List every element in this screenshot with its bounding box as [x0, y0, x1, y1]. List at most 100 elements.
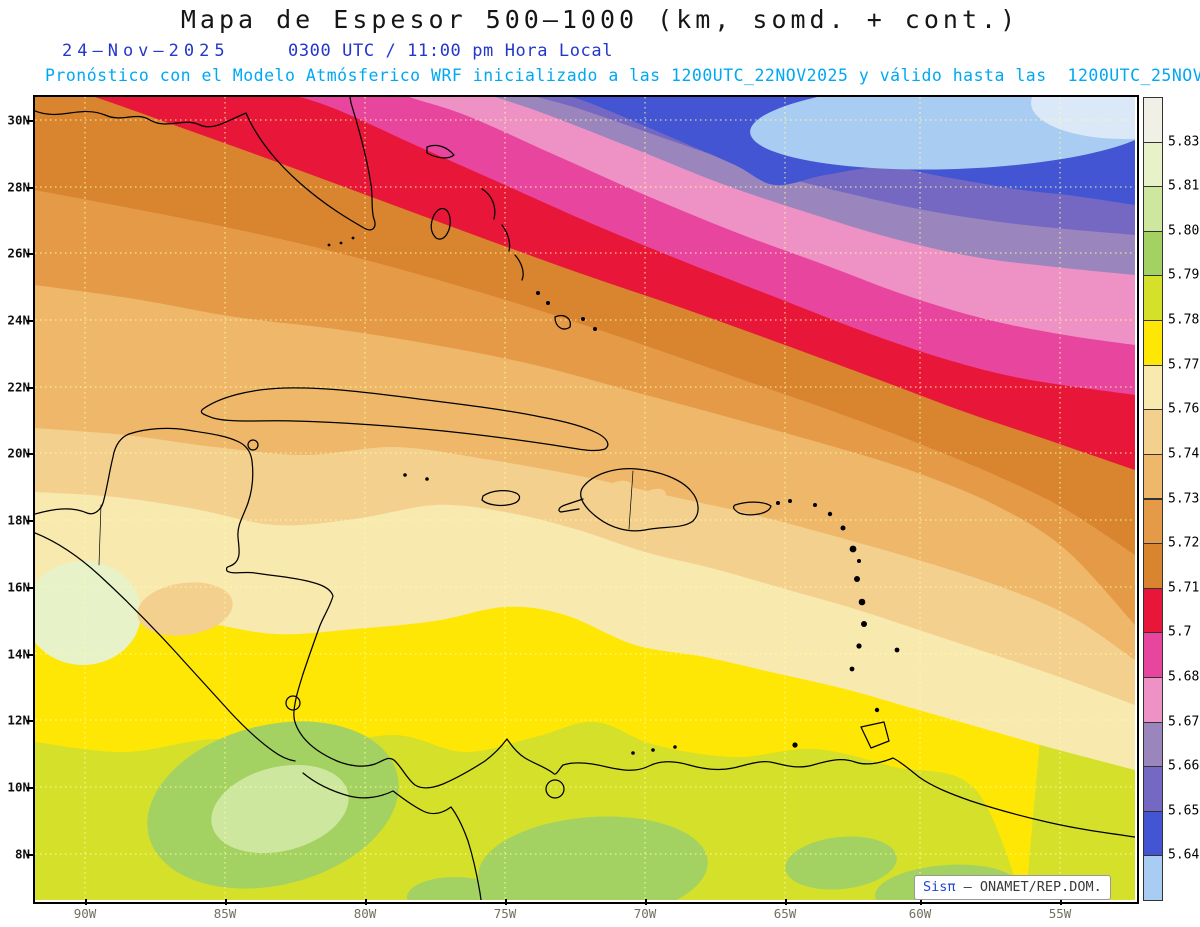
legend-box-cream — [1143, 364, 1163, 411]
patch-green — [785, 836, 897, 890]
border-guatemala — [98, 504, 102, 566]
legend-value: 5.712 — [1168, 580, 1200, 596]
antilles-island-icon — [813, 503, 817, 507]
valid-time: 0300 UTC / 11:00 pm Hora Local — [288, 41, 614, 61]
lat-label: 24N — [7, 312, 30, 328]
legend-box-light-green — [1143, 186, 1163, 232]
legend-value: 5.748 — [1168, 446, 1200, 462]
legend-value: 5.807 — [1168, 223, 1200, 239]
legend-value: 5.7 — [1168, 624, 1192, 640]
page-title: Mapa de Espesor 500–1000 (km, somd. + co… — [180, 5, 1020, 34]
legend-box-light-blue — [1143, 855, 1163, 901]
lon-tick — [645, 899, 647, 905]
coastline-trinidad — [860, 721, 890, 749]
coastline-central-america — [35, 427, 1135, 838]
lat-label: 22N — [7, 379, 30, 395]
patch-tan — [137, 582, 233, 636]
patch-tan — [607, 480, 633, 496]
margarita-icon — [792, 742, 798, 748]
lat-label: 16N — [7, 579, 30, 595]
lat-tick — [27, 320, 34, 322]
antilles-island-icon — [840, 525, 846, 531]
legend-box-yellow-green — [1143, 275, 1163, 322]
abc-island-icon — [673, 745, 677, 749]
coastline-gulf-florida — [35, 97, 376, 231]
lon-tick — [1060, 899, 1062, 905]
patch-green — [407, 877, 503, 900]
lake-maracaibo-icon — [545, 779, 565, 799]
lon-label: 75W — [493, 906, 517, 921]
lat-tick — [27, 720, 34, 722]
virgin-islands-icon — [788, 499, 792, 503]
lon-label: 65W — [773, 906, 797, 921]
legend-box-yellow — [1143, 320, 1163, 366]
lat-tick — [27, 854, 34, 856]
lon-label: 80W — [353, 906, 377, 921]
lat-tick — [27, 120, 34, 122]
legend-box-dark-orange — [1143, 543, 1163, 589]
dominica-icon — [854, 576, 860, 582]
st-vincent-icon — [856, 643, 862, 649]
legend-box-pale-green — [1143, 141, 1163, 188]
legend-box-blue-purple — [1143, 766, 1163, 812]
florida-keys-icon — [339, 241, 343, 245]
legend-value: 5.819 — [1168, 178, 1200, 194]
valid-date: 24–Nov–2025 — [62, 41, 230, 61]
legend-box-pink — [1143, 676, 1163, 723]
legend-value: 5.736 — [1168, 491, 1200, 506]
lat-label: 28N — [7, 179, 30, 195]
lon-label: 60W — [908, 906, 932, 921]
legend-value: 5.664 — [1168, 758, 1200, 774]
legend-box-green — [1143, 230, 1163, 277]
lat-label: 10N — [7, 779, 30, 795]
credit-badge: Sisπ – ONAMET/REP.DOM. — [914, 875, 1111, 900]
bahamas-cay-icon — [536, 291, 540, 295]
turks-icon — [593, 327, 597, 331]
abc-island-icon — [631, 751, 635, 755]
legend-box-purple — [1143, 721, 1163, 768]
st-lucia-icon — [861, 621, 867, 627]
lon-label: 70W — [633, 906, 657, 921]
lat-label: 30N — [7, 112, 30, 128]
caicos-icon — [581, 317, 585, 321]
lat-tick — [27, 587, 34, 589]
lat-label: 18N — [7, 512, 30, 528]
lat-tick — [27, 654, 34, 656]
border-hispaniola — [628, 470, 634, 530]
thickness-bands — [35, 97, 1135, 900]
legend-value: 5.76 — [1168, 401, 1200, 417]
coastline-grand-bahama — [426, 144, 455, 159]
martinique-icon — [858, 598, 866, 606]
lon-tick — [920, 899, 922, 905]
coastline-hispaniola — [580, 468, 699, 532]
lon-label: 85W — [213, 906, 237, 921]
isla-juventud-icon — [247, 439, 259, 451]
lon-tick — [365, 899, 367, 905]
patch-pale_corner — [1031, 97, 1135, 139]
coastline-andros — [430, 208, 451, 240]
coastline-long-island — [514, 254, 524, 281]
lat-label: 12N — [7, 712, 30, 728]
legend-value: 5.652 — [1168, 803, 1200, 819]
lon-tick — [85, 899, 87, 905]
lat-tick — [27, 453, 34, 455]
patch-green — [478, 816, 708, 900]
antilles-island-icon — [857, 559, 861, 563]
legend-box-orange — [1143, 498, 1163, 545]
cayman-icon — [425, 477, 429, 481]
coastline-puerto-rico — [733, 501, 772, 516]
coastline-pacific — [35, 532, 482, 900]
legend-value: 5.64 — [1168, 847, 1200, 863]
coastline-eleuthera — [481, 188, 496, 220]
legend-box-red — [1143, 587, 1163, 634]
florida-keys-icon — [327, 243, 331, 247]
bahamas-cay-icon — [546, 301, 550, 305]
lat-label: 8N — [14, 846, 30, 862]
lat-label: 26N — [7, 245, 30, 261]
lon-tick — [785, 899, 787, 905]
guadeloupe-icon — [849, 545, 857, 553]
gridlines — [35, 97, 1135, 900]
lat-tick — [27, 187, 34, 189]
legend-value: 5.772 — [1168, 357, 1200, 373]
florida-keys-icon — [351, 236, 355, 240]
